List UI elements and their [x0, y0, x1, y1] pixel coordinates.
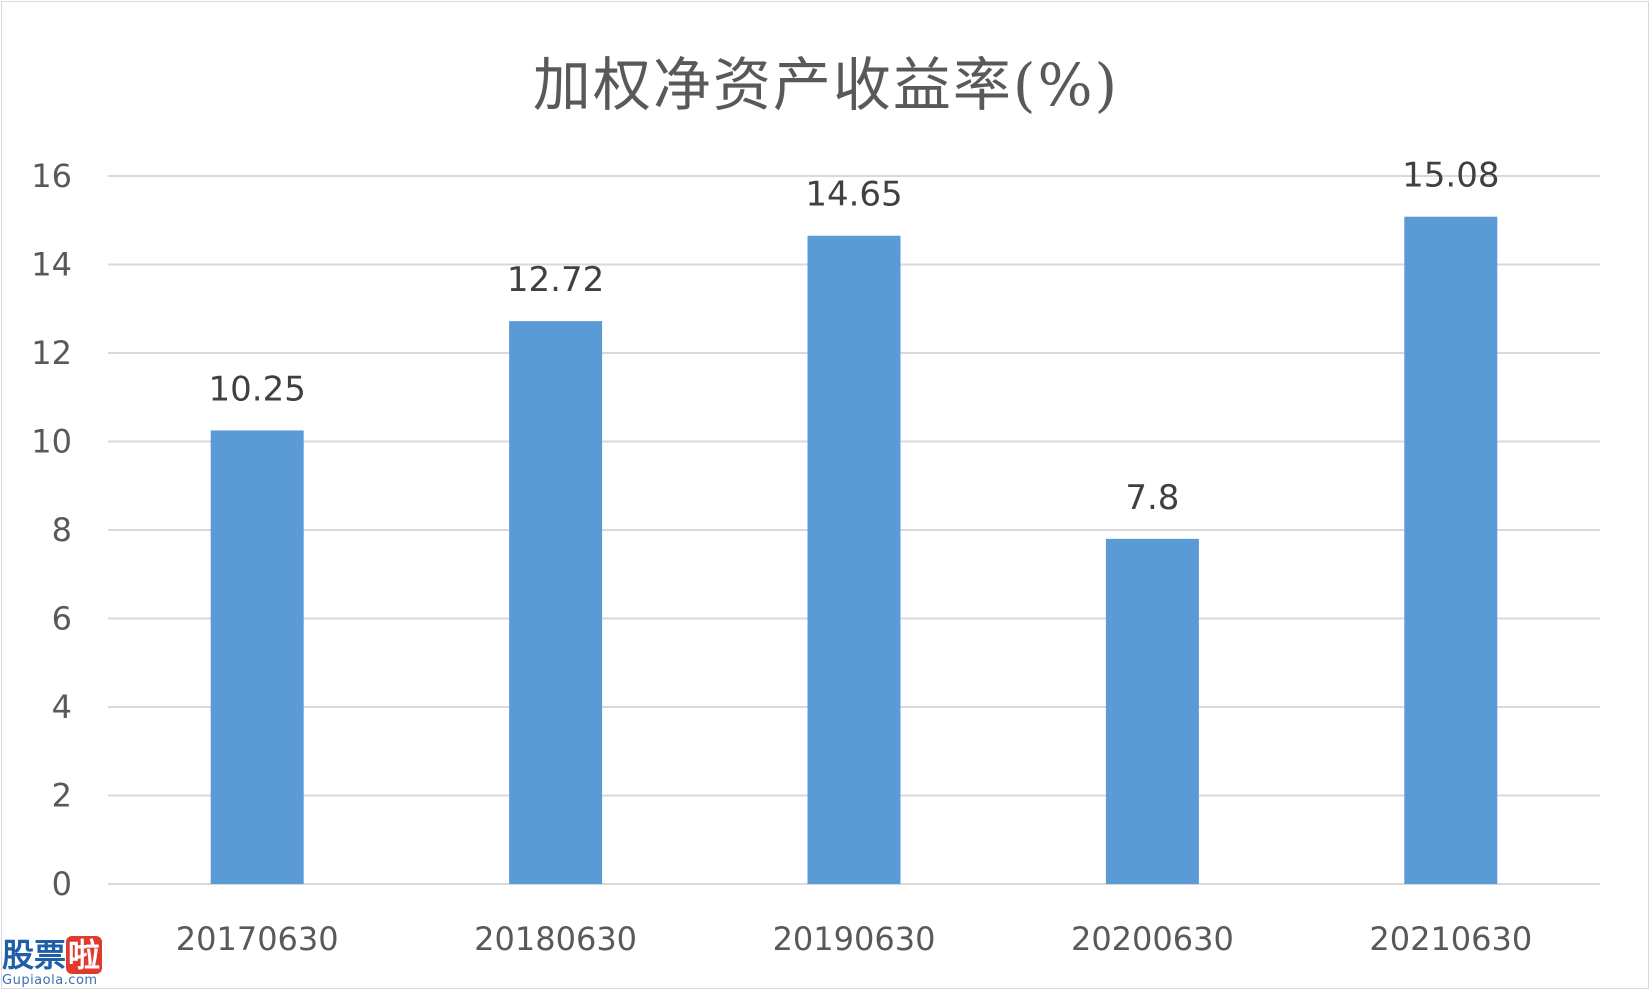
y-tick-label: 8 [52, 511, 72, 549]
y-tick-label: 16 [31, 157, 72, 195]
x-tick-label: 20190630 [773, 920, 936, 958]
y-tick-label: 2 [52, 777, 72, 815]
y-tick-label: 10 [31, 423, 72, 461]
data-label: 12.72 [507, 260, 604, 300]
x-tick-label: 20170630 [176, 920, 339, 958]
watermark-char-2: 票 [34, 936, 67, 974]
data-label: 7.8 [1125, 478, 1179, 518]
y-tick-label: 6 [52, 600, 72, 638]
data-label: 10.25 [209, 369, 306, 409]
bar [807, 235, 901, 885]
x-tick-label: 20210630 [1369, 920, 1532, 958]
x-tick-label: 20180630 [474, 920, 637, 958]
y-tick-label: 12 [31, 334, 72, 372]
x-tick-label: 20200630 [1071, 920, 1234, 958]
bar [210, 430, 304, 884]
bar [509, 321, 603, 884]
watermark-char-1: 股 [2, 936, 35, 974]
data-label: 14.65 [805, 175, 902, 215]
chart-title: 加权净资产收益率(%) [532, 51, 1120, 119]
watermark-logo: 股 票 啦 Gupiaola.com [2, 936, 120, 988]
watermark-char-3: 啦 [66, 936, 103, 974]
bar [1105, 538, 1199, 884]
data-label: 15.08 [1402, 156, 1499, 196]
y-tick-label: 14 [31, 246, 72, 284]
y-tick-label: 4 [52, 688, 72, 726]
watermark-url: Gupiaola.com [2, 973, 98, 988]
bar [1404, 216, 1498, 884]
y-tick-label: 0 [52, 865, 72, 903]
